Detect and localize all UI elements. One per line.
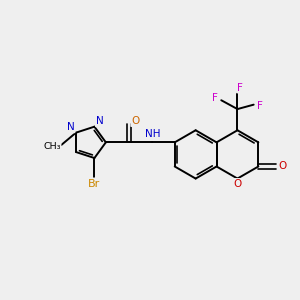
Text: N: N [67, 122, 75, 132]
Text: Br: Br [88, 178, 100, 189]
Text: NH: NH [145, 129, 160, 139]
Text: F: F [212, 93, 218, 103]
Text: O: O [131, 116, 140, 126]
Text: O: O [233, 179, 242, 189]
Text: CH₃: CH₃ [43, 142, 61, 151]
Text: F: F [257, 101, 263, 111]
Text: N: N [96, 116, 103, 126]
Text: O: O [278, 161, 286, 172]
Text: F: F [237, 82, 243, 93]
